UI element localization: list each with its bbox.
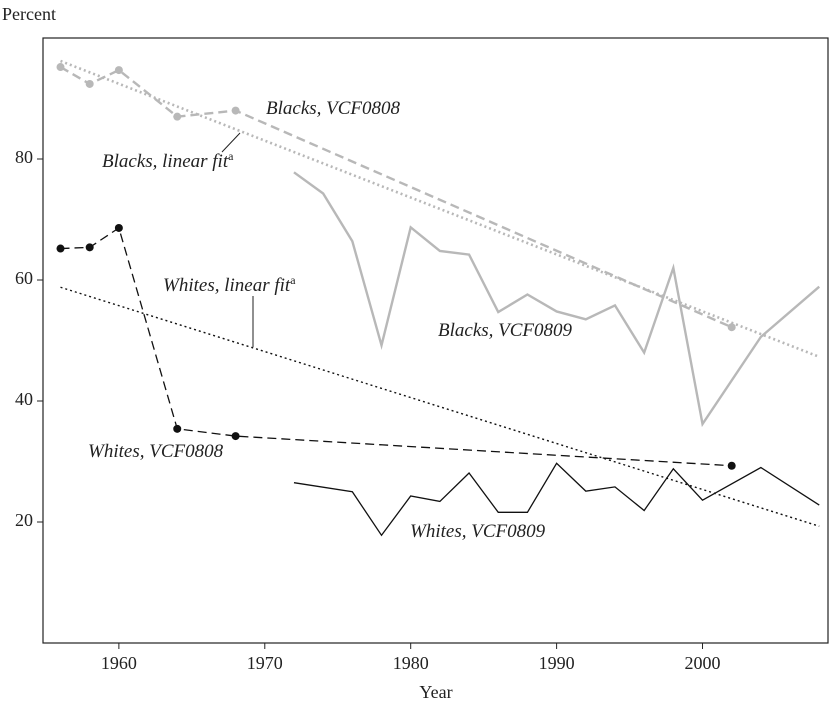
series-label: Whites, VCF0808	[88, 441, 224, 462]
data-point	[56, 63, 65, 72]
series-label-name: Whites, VCF0808	[88, 441, 224, 462]
x-tick-label: 1970	[247, 653, 283, 673]
series-label-note: a	[228, 149, 234, 163]
data-point	[231, 432, 240, 441]
series-label: Blacks, VCF0808	[266, 98, 401, 119]
data-point	[173, 424, 182, 433]
data-point	[85, 243, 94, 252]
series-line	[293, 171, 821, 428]
series-label-name: Blacks, VCF0808	[266, 98, 401, 119]
x-tick-label: 1960	[101, 653, 137, 673]
data-point	[114, 66, 123, 75]
series-label-name: Blacks, VCF0809	[438, 320, 573, 341]
label-leader	[221, 132, 241, 153]
data-point	[727, 461, 736, 470]
y-tick-label: 20	[15, 510, 33, 530]
series-label-name: Whites, linear fit	[163, 275, 291, 296]
x-tick-label: 1980	[393, 653, 429, 673]
series-label: Blacks, linear fita	[102, 149, 234, 173]
series-line	[60, 59, 820, 359]
series-line	[59, 66, 733, 329]
y-tick-label: 40	[15, 389, 33, 409]
series-label-name: Blacks, linear fit	[102, 151, 229, 172]
x-tick-label: 1990	[539, 653, 575, 673]
data-point	[231, 106, 240, 115]
y-tick-label: 80	[15, 147, 33, 167]
series-line	[293, 462, 820, 537]
plot-frame	[42, 37, 829, 644]
series-label-note: a	[290, 273, 296, 287]
data-point	[727, 323, 736, 332]
x-tick-label: 2000	[685, 653, 721, 673]
series-label: Whites, linear fita	[163, 273, 296, 297]
series-line	[60, 226, 732, 467]
series-label-name: Whites, VCF0809	[410, 521, 546, 542]
data-point	[114, 223, 123, 232]
y-axis-label: Percent	[2, 4, 56, 24]
data-point	[85, 79, 94, 88]
data-point	[173, 112, 182, 121]
series-label: Whites, VCF0809	[410, 521, 546, 542]
y-tick-label: 60	[15, 268, 33, 288]
data-point	[56, 244, 65, 253]
x-axis-label: Year	[419, 682, 452, 702]
series-label: Blacks, VCF0809	[438, 320, 573, 341]
